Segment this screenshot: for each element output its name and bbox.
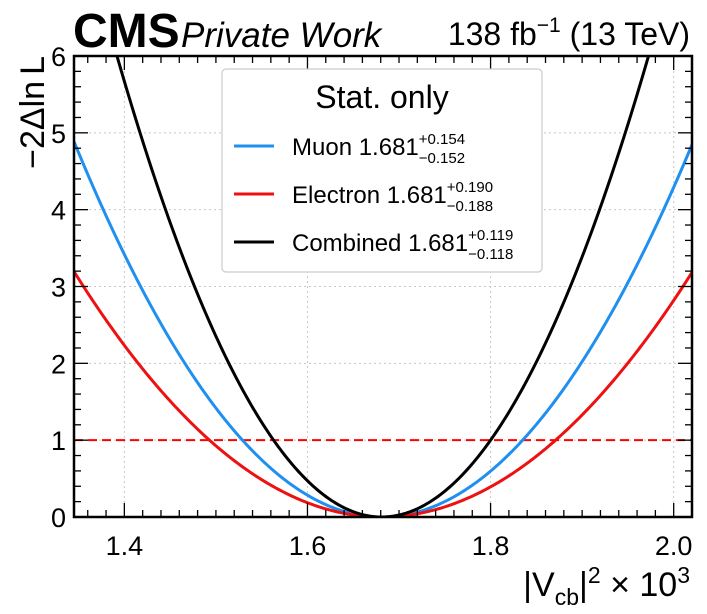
y-axis-label: −2ΔlnL	[14, 56, 52, 169]
x-tick-label: 1.8	[472, 531, 510, 561]
legend-box	[221, 68, 543, 273]
y-tick-label: 3	[51, 273, 66, 303]
y-tick-label: 6	[51, 42, 66, 72]
x-axis-label: |Vcb|2 × 103	[523, 562, 690, 610]
y-tick-label: 1	[51, 426, 66, 456]
y-tick-label: 5	[51, 119, 66, 149]
x-tick-label: 1.6	[289, 531, 327, 561]
electron-nll-curve	[74, 270, 692, 517]
legend: Stat. only Muon 1.681+0.154 −0.152 Electro…	[221, 68, 543, 273]
luminosity-label: 138 fb−1 (13 TeV)	[448, 14, 690, 52]
plot-frame	[72, 54, 694, 519]
y-tick-label: 4	[51, 196, 66, 226]
x-tick-label: 2.0	[655, 531, 693, 561]
y-tick-label: 0	[51, 503, 66, 533]
combined-legend-label: Combined 1.681+0.119 −0.118	[292, 227, 513, 263]
y-tick-label: 2	[51, 349, 66, 379]
x-tick-label: 1.4	[106, 531, 144, 561]
muon-legend-label: Muon 1.681+0.154 −0.152	[292, 131, 465, 167]
private-work-label: Private Work	[181, 16, 383, 55]
electron-legend-label: Electron 1.681+0.190 −0.188	[292, 179, 493, 215]
legend-title: Stat. only	[315, 79, 448, 115]
tick-labels: 1.4 1.6 1.8 2.0 0 1 2 3 4 5 6	[51, 42, 692, 561]
cms-logo: CMS	[73, 5, 180, 58]
